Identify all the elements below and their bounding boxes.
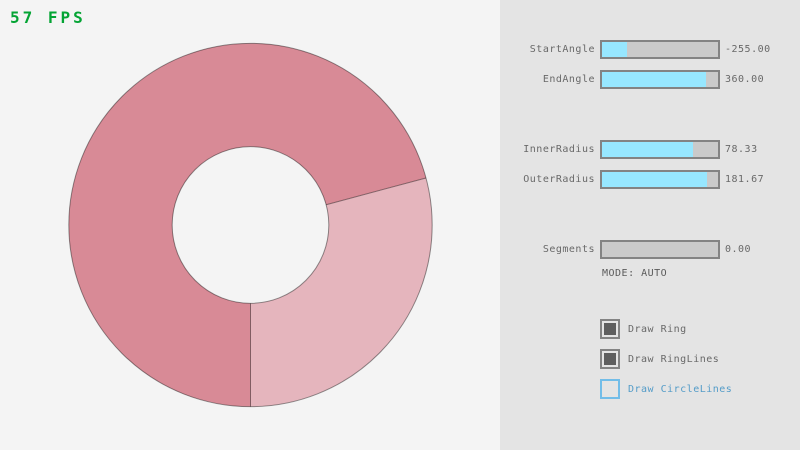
checkbox-row-draw-ringlines: Draw RingLines xyxy=(600,349,800,369)
ring-canvas: 57 FPS xyxy=(10,8,433,408)
outerradius-value: 181.67 xyxy=(725,174,765,185)
draw-ringlines-checkbox[interactable] xyxy=(600,349,620,369)
draw-ring-checkbox[interactable] xyxy=(600,319,620,339)
draw-ringlines-checkbox-label: Draw RingLines xyxy=(628,354,720,365)
slider-row-endangle: EndAngle 360.00 xyxy=(500,70,800,89)
slider-row-innerradius: InnerRadius 78.33 xyxy=(500,140,800,159)
segments-value: 0.00 xyxy=(725,244,752,255)
fps-counter: 57 FPS xyxy=(10,8,86,27)
segments-mode-label: MODE: AUTO xyxy=(602,268,668,279)
draw-ring-checkbox-label: Draw Ring xyxy=(628,324,687,335)
checkbox-row-draw-circlelines: Draw CircleLines xyxy=(600,379,800,399)
slider-row-startangle: StartAngle -255.00 xyxy=(500,40,800,59)
ring-chart xyxy=(68,42,433,408)
endangle-label: EndAngle xyxy=(542,74,595,85)
check-mark xyxy=(604,353,616,365)
controls-panel: StartAngle -255.00 EndAngle 360.00 Inner… xyxy=(500,0,800,450)
checkbox-row-draw-ring: Draw Ring xyxy=(600,319,800,339)
slider-row-segments: Segments 0.00 xyxy=(500,240,800,259)
innerradius-value: 78.33 xyxy=(725,144,758,155)
innerradius-slider-fill xyxy=(602,142,693,157)
draw-circlelines-checkbox-label: Draw CircleLines xyxy=(628,384,733,395)
segments-label: Segments xyxy=(542,244,595,255)
endangle-slider[interactable] xyxy=(600,70,720,89)
startangle-slider-fill xyxy=(602,42,628,57)
innerradius-label: InnerRadius xyxy=(523,144,595,155)
endangle-slider-fill xyxy=(602,72,707,87)
outerradius-slider-fill xyxy=(602,172,708,187)
draw-circlelines-checkbox[interactable] xyxy=(600,379,620,399)
segments-slider[interactable] xyxy=(600,240,720,259)
startangle-value: -255.00 xyxy=(725,44,771,55)
outerradius-slider[interactable] xyxy=(600,170,720,189)
slider-row-outerradius: OuterRadius 181.67 xyxy=(500,170,800,189)
startangle-slider[interactable] xyxy=(600,40,720,59)
startangle-label: StartAngle xyxy=(529,44,595,55)
outerradius-label: OuterRadius xyxy=(523,174,595,185)
check-mark xyxy=(604,323,616,335)
innerradius-slider[interactable] xyxy=(600,140,720,159)
endangle-value: 360.00 xyxy=(725,74,765,85)
